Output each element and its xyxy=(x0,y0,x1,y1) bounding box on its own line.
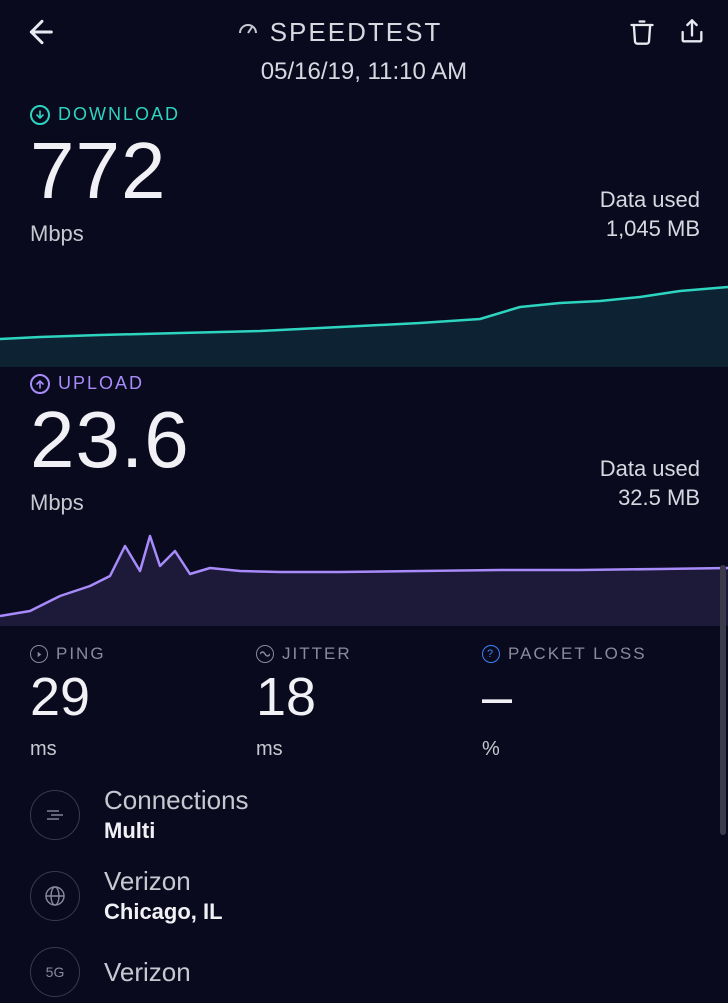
ping-value: 29 xyxy=(30,670,246,724)
upload-unit: Mbps xyxy=(30,490,698,516)
upload-chart xyxy=(0,516,728,626)
gauge-icon xyxy=(236,17,260,48)
back-button[interactable] xyxy=(22,16,54,48)
download-icon xyxy=(30,105,50,125)
delete-button[interactable] xyxy=(628,18,656,46)
network-title: Verizon xyxy=(104,957,191,988)
packet-loss-unit: % xyxy=(482,738,698,761)
ping-unit: ms xyxy=(30,738,246,761)
download-chart xyxy=(0,247,728,367)
server-location: Chicago, IL xyxy=(104,899,223,925)
stats-row: PING 29 ms JITTER 18 ms ? PACKET LOSS – … xyxy=(0,626,728,761)
upload-section: UPLOAD 23.6 Mbps Data used 32.5 MB xyxy=(0,373,728,516)
connections-row[interactable]: Connections Multi xyxy=(30,785,698,844)
upload-label: UPLOAD xyxy=(58,373,144,394)
ping-icon xyxy=(30,645,48,663)
scrollbar[interactable] xyxy=(720,565,726,835)
packet-loss-value: – xyxy=(482,670,698,724)
download-section: DOWNLOAD 772 Mbps Data used 1,045 MB xyxy=(0,104,728,247)
upload-icon xyxy=(30,374,50,394)
download-data-used: Data used 1,045 MB xyxy=(600,186,700,243)
jitter-stat: JITTER 18 ms xyxy=(256,644,472,761)
connections-icon xyxy=(30,790,80,840)
server-row[interactable]: Verizon Chicago, IL xyxy=(30,866,698,925)
connections-title: Connections xyxy=(104,785,249,816)
jitter-icon xyxy=(256,645,274,663)
header-bar: SPEEDTEST xyxy=(0,0,728,50)
ping-stat: PING 29 ms xyxy=(30,644,246,761)
download-value: 772 xyxy=(30,131,698,211)
timestamp: 05/16/19, 11:10 AM xyxy=(0,58,728,86)
download-label: DOWNLOAD xyxy=(58,104,180,125)
upload-value: 23.6 xyxy=(30,400,698,480)
upload-data-used: Data used 32.5 MB xyxy=(600,455,700,512)
server-title: Verizon xyxy=(104,866,223,897)
globe-icon xyxy=(30,871,80,921)
download-unit: Mbps xyxy=(30,221,698,247)
jitter-unit: ms xyxy=(256,738,472,761)
packet-loss-stat: ? PACKET LOSS – % xyxy=(482,644,698,761)
app-title: SPEEDTEST xyxy=(236,17,443,48)
network-row[interactable]: 5G Verizon xyxy=(30,947,698,997)
info-list: Connections Multi Verizon Chicago, IL 5G… xyxy=(0,761,728,997)
packet-loss-icon: ? xyxy=(482,645,500,663)
connections-value: Multi xyxy=(104,818,249,844)
jitter-value: 18 xyxy=(256,670,472,724)
share-button[interactable] xyxy=(678,18,706,46)
network-badge-icon: 5G xyxy=(30,947,80,997)
